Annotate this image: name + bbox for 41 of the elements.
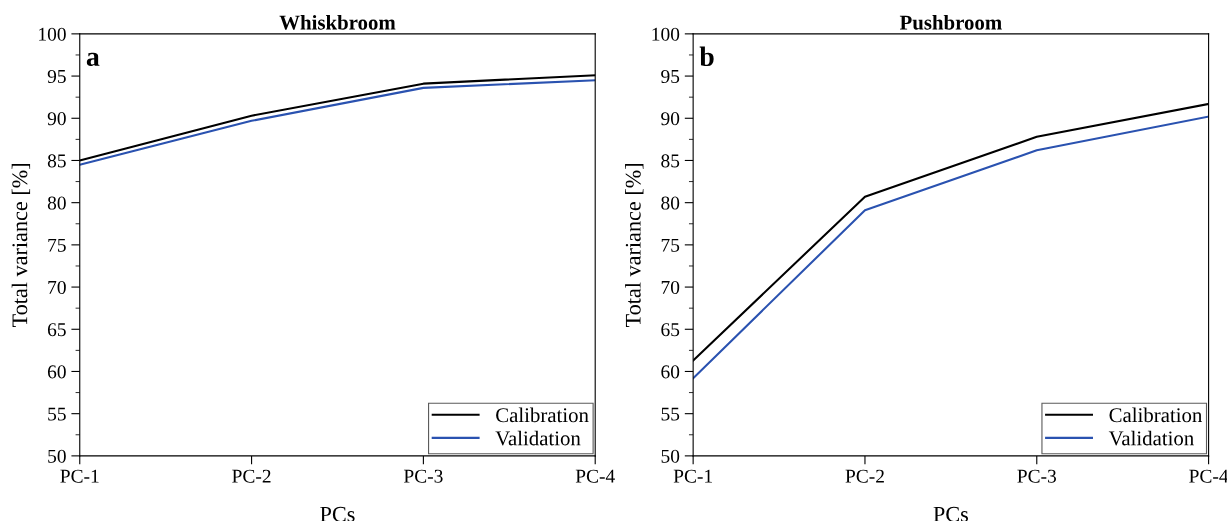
y-tick-label: 55 [48, 407, 66, 421]
y-tick-label: 75 [661, 238, 680, 252]
y-tick-label: 90 [661, 112, 680, 126]
x-tick-label: PC-1 [60, 469, 99, 483]
annotation: b [699, 46, 714, 67]
y-tick-label: 100 [652, 27, 680, 41]
y-tick-label: 85 [661, 154, 680, 168]
y-tick-label: 90 [47, 112, 66, 126]
chart-title: Whiskbroom [279, 14, 396, 30]
y-tick-label: 95 [661, 69, 680, 83]
y-axis-title: Total variance [%] [11, 164, 31, 327]
y-tick-label: 50 [661, 449, 680, 463]
y-tick-label: 70 [48, 280, 66, 295]
y-tick-label: 55 [661, 407, 680, 421]
x-tick-label: PC-3 [1017, 469, 1057, 483]
legend-label: Validation [495, 430, 581, 446]
y-tick-label: 50 [48, 449, 66, 463]
x-tick-label: PC-4 [575, 469, 615, 483]
x-tick-label: PC-1 [673, 469, 712, 483]
x-tick-label: PC-3 [403, 469, 443, 483]
y-tick-label: 80 [661, 196, 680, 210]
y-tick-label: 80 [47, 196, 66, 210]
chart-title: Pushbroom [899, 14, 1002, 30]
x-tick-label: PC-2 [845, 469, 884, 483]
legend-label: Validation [1108, 430, 1194, 446]
y-tick-label: 65 [47, 323, 66, 337]
legend-label: Calibration [1109, 407, 1203, 423]
y-tick-label: 85 [47, 154, 66, 168]
y-tick-label: 60 [661, 365, 680, 379]
y-axis-title: Total variance [%] [625, 164, 644, 327]
y-tick-label: 75 [48, 238, 66, 252]
x-axis-title: PCs [933, 506, 968, 521]
annotation: a [86, 52, 100, 67]
y-tick-label: 60 [47, 365, 66, 379]
x-tick-label: PC-2 [232, 469, 271, 483]
y-tick-label: 95 [47, 69, 66, 83]
y-tick-label: 65 [661, 323, 680, 337]
x-axis-title: PCs [320, 506, 355, 521]
legend-label: Calibration [496, 407, 589, 423]
y-tick-label: 70 [661, 280, 680, 295]
y-tick-label: 100 [39, 27, 66, 41]
